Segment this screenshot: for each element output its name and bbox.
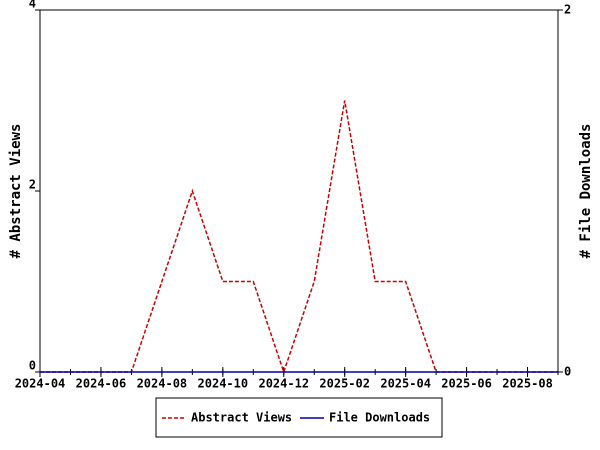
x-tick-label: 2024-10 — [198, 377, 249, 391]
x-tick-label: 2024-12 — [258, 377, 309, 391]
legend-label: File Downloads — [329, 411, 430, 425]
y2-tick-label: 0 — [564, 365, 571, 379]
x-tick-label: 2025-08 — [502, 377, 553, 391]
x-tick-label: 2025-04 — [380, 377, 431, 391]
legend — [155, 397, 443, 438]
y-tick-label: 4 — [29, 0, 36, 11]
plot-frame — [39, 9, 559, 373]
y-tick-label: 2 — [29, 178, 36, 192]
y2-tick-label: 2 — [564, 3, 571, 17]
x-tick-label: 2024-08 — [137, 377, 188, 391]
line-series — [40, 100, 558, 375]
x-tick-label: 2025-06 — [441, 377, 492, 391]
x-tick-label: 2024-06 — [76, 377, 127, 391]
y2-axis-label: # File Downloads — [578, 124, 594, 259]
x-tick-label: 2025-02 — [319, 377, 370, 391]
legend-label: Abstract Views — [191, 411, 292, 425]
y-axis-label: # Abstract Views — [8, 124, 24, 259]
x-tick-label: 2024-04 — [15, 377, 66, 391]
y-tick-label: 0 — [29, 359, 36, 373]
